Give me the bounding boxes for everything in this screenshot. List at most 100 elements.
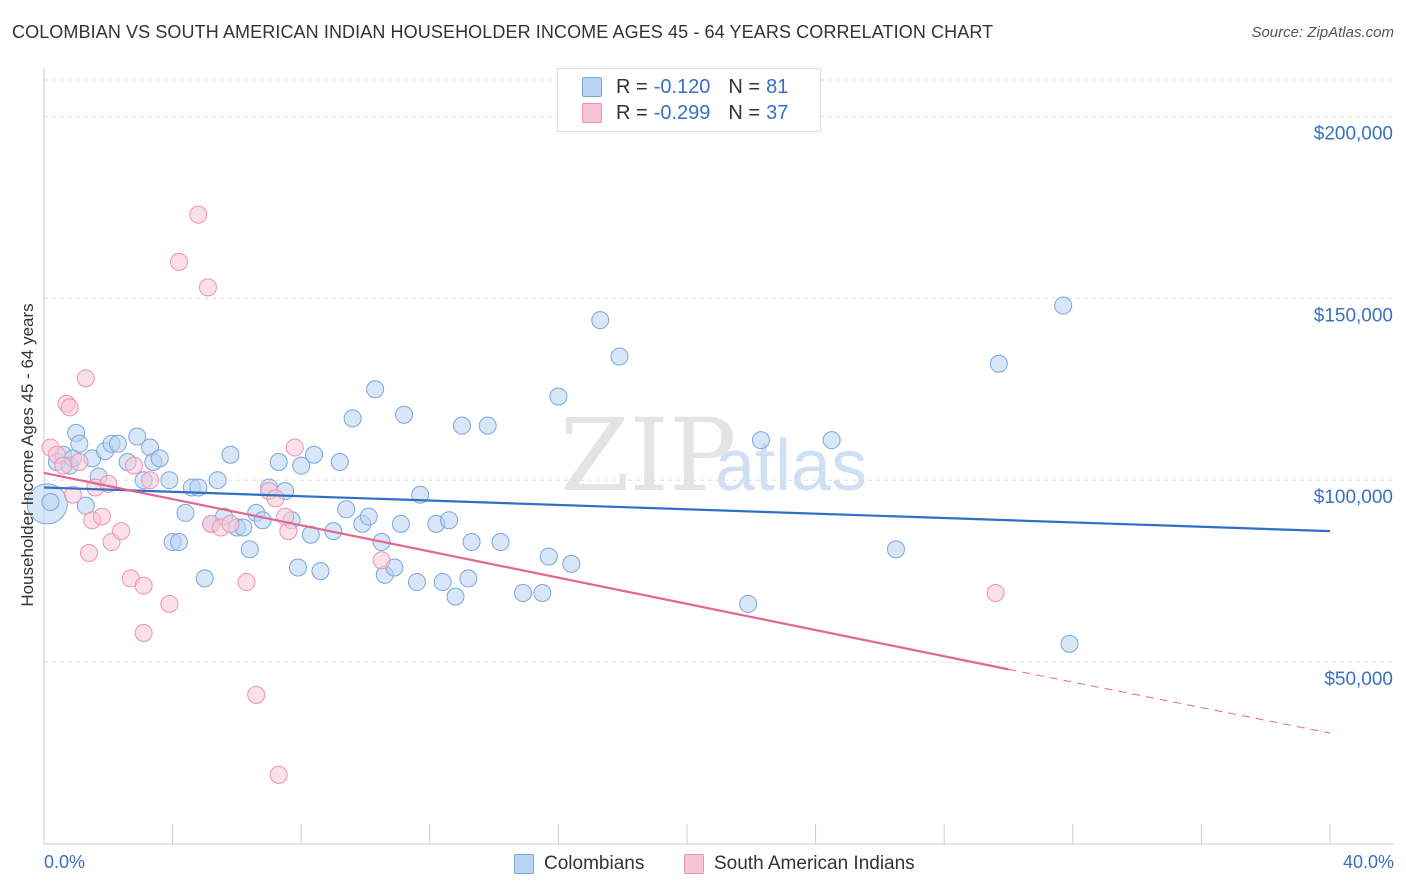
colombians-point (41, 493, 60, 512)
watermark-atlas: atlas (715, 426, 867, 506)
south-american-indians-point (70, 453, 89, 471)
legend-r-label: R = (616, 101, 648, 124)
colombians-point (533, 583, 552, 602)
south-american-indians-point (125, 456, 144, 475)
legend-row-colombians: R = -0.120 N = 81 (582, 75, 788, 99)
legend-n-label: N = (728, 75, 761, 98)
colombians-point (311, 562, 330, 581)
colombians-point (359, 507, 378, 526)
colombians-point (514, 583, 533, 602)
south-american-indians-point (60, 398, 79, 417)
colombians-point (446, 587, 465, 606)
south-american-indians-point (269, 765, 288, 784)
colombians-point (337, 500, 356, 519)
legend-swatch-pink (582, 103, 602, 123)
south-american-indians-point (92, 507, 111, 526)
south-american-indians-point (54, 456, 73, 475)
south-american-indians-point (141, 471, 160, 490)
legend-row-south-american-indians: R = -0.299 N = 37 (582, 101, 788, 125)
colombians-point (462, 533, 481, 552)
y-tick-label: $200,000 (1314, 123, 1393, 144)
south-american-indians-trend-line (43, 471, 1009, 671)
colombians-point (108, 434, 127, 453)
colombians-point (989, 354, 1008, 373)
colombians-point (292, 456, 311, 475)
watermark-zip: ZIP (560, 397, 736, 514)
bottom-legend-colombians: Colombians (514, 852, 644, 876)
legend-n-value: 81 (766, 75, 789, 98)
colombians-point (562, 554, 581, 573)
bottom-legend-label: South American Indians (714, 853, 915, 874)
colombians-point (591, 311, 610, 330)
colombians-point (253, 511, 272, 530)
colombians-point (305, 445, 324, 464)
south-american-indians-point (134, 623, 153, 642)
colombians-point (366, 380, 385, 399)
source-label: Source: ZipAtlas.com (1251, 24, 1394, 41)
south-american-indians-point (372, 551, 391, 570)
colombians-point (822, 431, 841, 450)
legend-r-label: R = (616, 75, 648, 98)
colombians-point (452, 416, 471, 435)
legend-swatch-blue (582, 77, 602, 97)
colombians-point (549, 387, 568, 406)
colombians-point (70, 434, 89, 453)
south-american-indians-point (247, 685, 266, 704)
x-tick-max: 40.0% (1342, 852, 1394, 872)
south-american-indians-point (80, 543, 99, 562)
legend-n-label: N = (728, 101, 761, 124)
colombians-point (208, 471, 227, 490)
colombians-trend-line (43, 486, 1331, 533)
y-tick-label: $100,000 (1314, 487, 1393, 508)
chart-title: COLOMBIAN VS SOUTH AMERICAN INDIAN HOUSE… (12, 22, 994, 42)
south-american-indians-point (134, 576, 153, 595)
stats-legend: R = -0.120 N = 81 R = -0.299 N = 37 (557, 68, 821, 132)
colombians-point (739, 594, 758, 613)
bottom-legend-label: Colombians (544, 853, 645, 874)
bottom-legend-swatch-pink (684, 854, 704, 874)
south-american-indians-point (221, 514, 240, 533)
colombians-point (407, 573, 426, 592)
south-american-indians-point (279, 522, 298, 541)
colombians-point (170, 533, 189, 552)
south-american-indians-point (76, 369, 95, 388)
south-american-indians-point (189, 205, 208, 224)
legend-r-value: -0.120 (653, 75, 711, 98)
colombians-point (610, 347, 629, 366)
south-american-indians-point (63, 485, 82, 504)
legend-r-value: -0.299 (653, 101, 711, 124)
south-american-indians-point (112, 522, 131, 541)
south-american-indians-point (237, 573, 256, 592)
colombians-point (440, 511, 459, 530)
colombians-point (459, 569, 478, 588)
colombians-point (240, 540, 259, 559)
bottom-legend-swatch-blue (514, 854, 534, 874)
bottom-legend-south-american-indians: South American Indians (684, 852, 915, 876)
colombians-point (539, 547, 558, 566)
colombians-point (343, 409, 362, 428)
colombians-point (150, 449, 169, 468)
legend-n-value: 37 (766, 101, 789, 124)
colombians-point (491, 533, 510, 552)
colombians-point (391, 514, 410, 533)
colombians-point (886, 540, 905, 559)
colombians-point (176, 503, 195, 522)
south-american-indians-trend-line (1008, 668, 1331, 734)
y-tick-label: $50,000 (1324, 669, 1393, 690)
colombians-point (160, 471, 179, 490)
colombians-point (395, 405, 414, 424)
colombians-point (1054, 296, 1073, 315)
colombians-point (330, 453, 349, 471)
colombians-point (269, 453, 288, 471)
y-axis-label: Householder Income Ages 45 - 64 years (18, 303, 37, 607)
colombians-point (751, 431, 770, 450)
colombians-point (221, 445, 240, 464)
colombians-point (433, 573, 452, 592)
south-american-indians-point (198, 278, 217, 297)
x-tick-min: 0.0% (44, 852, 86, 872)
colombians-point (195, 569, 214, 588)
south-american-indians-point (266, 489, 285, 508)
colombians-point (128, 427, 147, 446)
south-american-indians-point (170, 252, 189, 271)
